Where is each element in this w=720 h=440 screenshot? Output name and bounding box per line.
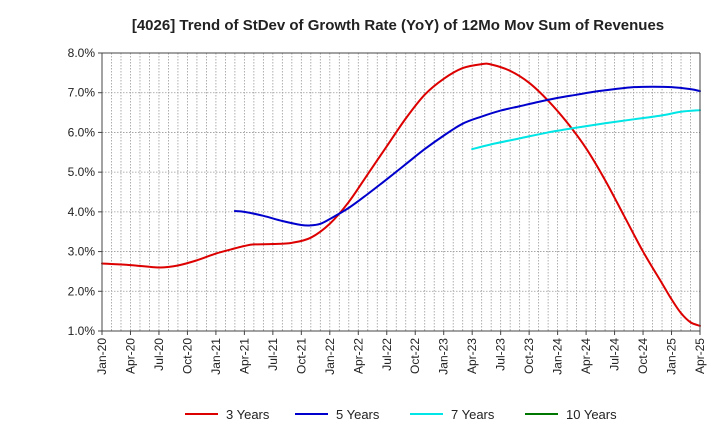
x-tick-label: Jan-21 bbox=[209, 338, 223, 375]
x-tick-label: Apr-20 bbox=[123, 338, 137, 374]
x-tick-label: Jul-23 bbox=[494, 338, 508, 371]
x-tick-label: Apr-24 bbox=[579, 338, 593, 374]
plot-area: 1.0% 2.0% 3.0% 4.0% 5.0% 6.0% 7.0% 8.0% Jan-20 Ap… bbox=[68, 46, 707, 375]
y-tick-label: 4.0% bbox=[68, 205, 96, 219]
x-tick-label: Apr-23 bbox=[465, 338, 479, 374]
legend-label-7-years: 7 Years bbox=[451, 407, 495, 422]
y-tick-label: 1.0% bbox=[68, 324, 96, 338]
x-tick-label: Jan-25 bbox=[665, 338, 679, 375]
series-line-7-years bbox=[471, 109, 701, 151]
x-tick-label: Jul-24 bbox=[608, 338, 622, 371]
y-tick-label: 5.0% bbox=[68, 165, 96, 179]
x-tick-label: Oct-20 bbox=[180, 338, 194, 374]
x-tick-label: Oct-21 bbox=[294, 338, 308, 374]
legend-label-3-years: 3 Years bbox=[226, 407, 270, 422]
y-tick-label: 7.0% bbox=[68, 86, 96, 100]
legend-label-5-years: 5 Years bbox=[336, 407, 380, 422]
x-tick-label: Jul-22 bbox=[380, 338, 394, 371]
x-tick-label: Apr-25 bbox=[693, 338, 707, 374]
legend-label-10-years: 10 Years bbox=[566, 407, 617, 422]
y-tick-label: 6.0% bbox=[68, 125, 96, 139]
x-tick-label: Jan-20 bbox=[95, 338, 109, 375]
legend: 3 Years 5 Years 7 Years 10 Years bbox=[185, 407, 617, 422]
series-line-5-years bbox=[233, 85, 701, 227]
x-tick-label: Jul-21 bbox=[266, 338, 280, 371]
x-tick-label: Jan-23 bbox=[437, 338, 451, 375]
x-tick-label: Jan-24 bbox=[551, 338, 565, 375]
x-tick-label: Jul-20 bbox=[152, 338, 166, 371]
y-tick-label: 3.0% bbox=[68, 245, 96, 259]
x-tick-label: Apr-21 bbox=[237, 338, 251, 374]
x-tick-label: Oct-22 bbox=[408, 338, 422, 374]
x-tick-label: Oct-24 bbox=[636, 338, 650, 374]
plot-background bbox=[102, 53, 700, 331]
x-tick-label: Oct-23 bbox=[522, 338, 536, 374]
chart-title: [4026] Trend of StDev of Growth Rate (Yo… bbox=[132, 17, 664, 34]
y-tick-label: 2.0% bbox=[68, 284, 96, 298]
y-tick-label: 8.0% bbox=[68, 46, 96, 60]
x-tick-label: Jan-22 bbox=[323, 338, 337, 375]
x-tick-label: Apr-22 bbox=[351, 338, 365, 374]
series-line-3-years bbox=[101, 62, 701, 327]
